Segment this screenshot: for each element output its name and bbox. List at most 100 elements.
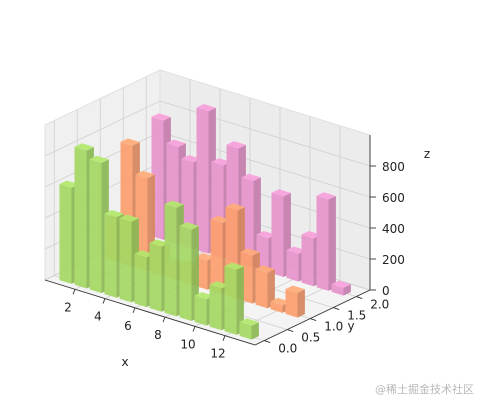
tick-labels: 2 4 6 8 10 12 0.0 0.5 1.0 1.5 2.00 200 400 600 800 [64, 160, 405, 361]
bar-top [120, 138, 140, 146]
bar-top [285, 285, 305, 293]
bar-side [343, 284, 351, 296]
bar-front [270, 301, 283, 313]
bar-top [241, 173, 261, 181]
x-tick-mark [132, 307, 136, 314]
bar-front [209, 284, 222, 331]
bar-front [271, 192, 284, 277]
bar-front [104, 213, 117, 298]
z-tick-label: 600 [382, 191, 405, 205]
y-axis-label: y [347, 319, 354, 333]
bar-top [195, 253, 215, 261]
bar-front [316, 195, 329, 291]
bar-top [134, 250, 154, 258]
bar-front [285, 289, 298, 318]
bar-front [194, 295, 207, 326]
bar-top [164, 200, 184, 208]
z-tick-label: 800 [382, 160, 405, 174]
bar-front [179, 225, 192, 321]
y-tick-label: 0.0 [278, 342, 297, 356]
x-tick-label: 10 [180, 337, 195, 351]
bar-front [89, 159, 102, 294]
bar-front [74, 146, 87, 289]
y-tick-mark [333, 307, 340, 311]
bar-top [166, 139, 186, 147]
bar-top [59, 180, 79, 188]
y-tick-mark [264, 340, 271, 344]
bar-front [331, 284, 344, 296]
bar-top [256, 231, 276, 239]
y-axis-line [254, 289, 371, 346]
bars [59, 104, 351, 340]
x-tick-mark [102, 298, 106, 304]
y-tick-mark [310, 318, 317, 322]
bar-top [209, 281, 229, 289]
bar-front [119, 218, 132, 303]
bar-top [316, 192, 336, 200]
x-axis-line [44, 279, 256, 346]
bar-top [255, 265, 275, 273]
bar-side [267, 269, 275, 309]
z-axis-label: z [424, 147, 430, 161]
bar-front [164, 204, 177, 317]
y-tick-mark [356, 296, 363, 300]
bar-front [149, 242, 162, 312]
x-tick-label: 4 [94, 310, 102, 324]
bar-top [331, 280, 351, 288]
y-tick-label: 0.5 [301, 331, 320, 345]
x-tick-mark [192, 326, 196, 332]
x-tick-mark [222, 335, 226, 341]
bar-front [210, 219, 223, 295]
bar-top [181, 155, 201, 163]
y-tick-mark [287, 329, 294, 333]
bar-top [194, 292, 214, 300]
bar-top [89, 155, 109, 163]
bar-top [270, 297, 290, 306]
bar-front [196, 107, 209, 254]
bar-top [179, 222, 199, 230]
bar-top [271, 189, 291, 197]
bar-side [328, 196, 336, 291]
bar-front [255, 268, 268, 309]
bar-front [239, 321, 252, 340]
bar-side [236, 266, 244, 335]
bar-top [225, 203, 245, 211]
x-axis-label: x [121, 355, 128, 369]
bar-top [226, 141, 246, 149]
watermark: @稀土掘金技术社区 [375, 383, 474, 396]
bar-top [301, 231, 321, 239]
bar-top [104, 210, 124, 218]
bar-side [297, 289, 305, 318]
z-tick-label: 400 [382, 222, 405, 236]
z-tick-label: 0 [382, 284, 390, 298]
bar-top [149, 239, 169, 247]
bar-top [210, 215, 230, 224]
bar-top [119, 214, 139, 222]
y-tick-label: 2.0 [370, 298, 389, 312]
y-tick-label: 1.0 [324, 320, 343, 334]
y-tick-label: 1.5 [347, 309, 366, 323]
axis-lines [44, 135, 376, 346]
x-tick-label: 6 [124, 319, 132, 333]
bar-front [59, 184, 72, 284]
bar-top [286, 246, 306, 254]
bar-top [239, 318, 259, 326]
x-tick-label: 2 [64, 300, 72, 314]
bar-front [286, 250, 299, 282]
bar-front [134, 253, 147, 308]
bar-top [224, 262, 244, 270]
bar-top [211, 158, 231, 166]
bar-top [196, 104, 216, 112]
bar-top [135, 170, 155, 179]
bar-top [151, 113, 171, 121]
x-tick-label: 8 [154, 328, 162, 342]
series-y-0 [59, 143, 259, 340]
x-tick-mark [72, 289, 76, 295]
x-tick-label: 12 [210, 347, 225, 361]
bar-top [240, 248, 260, 256]
x-tick-mark [162, 316, 166, 323]
bar-top [74, 143, 94, 151]
bar-front [224, 266, 237, 335]
bar-front [301, 234, 314, 287]
